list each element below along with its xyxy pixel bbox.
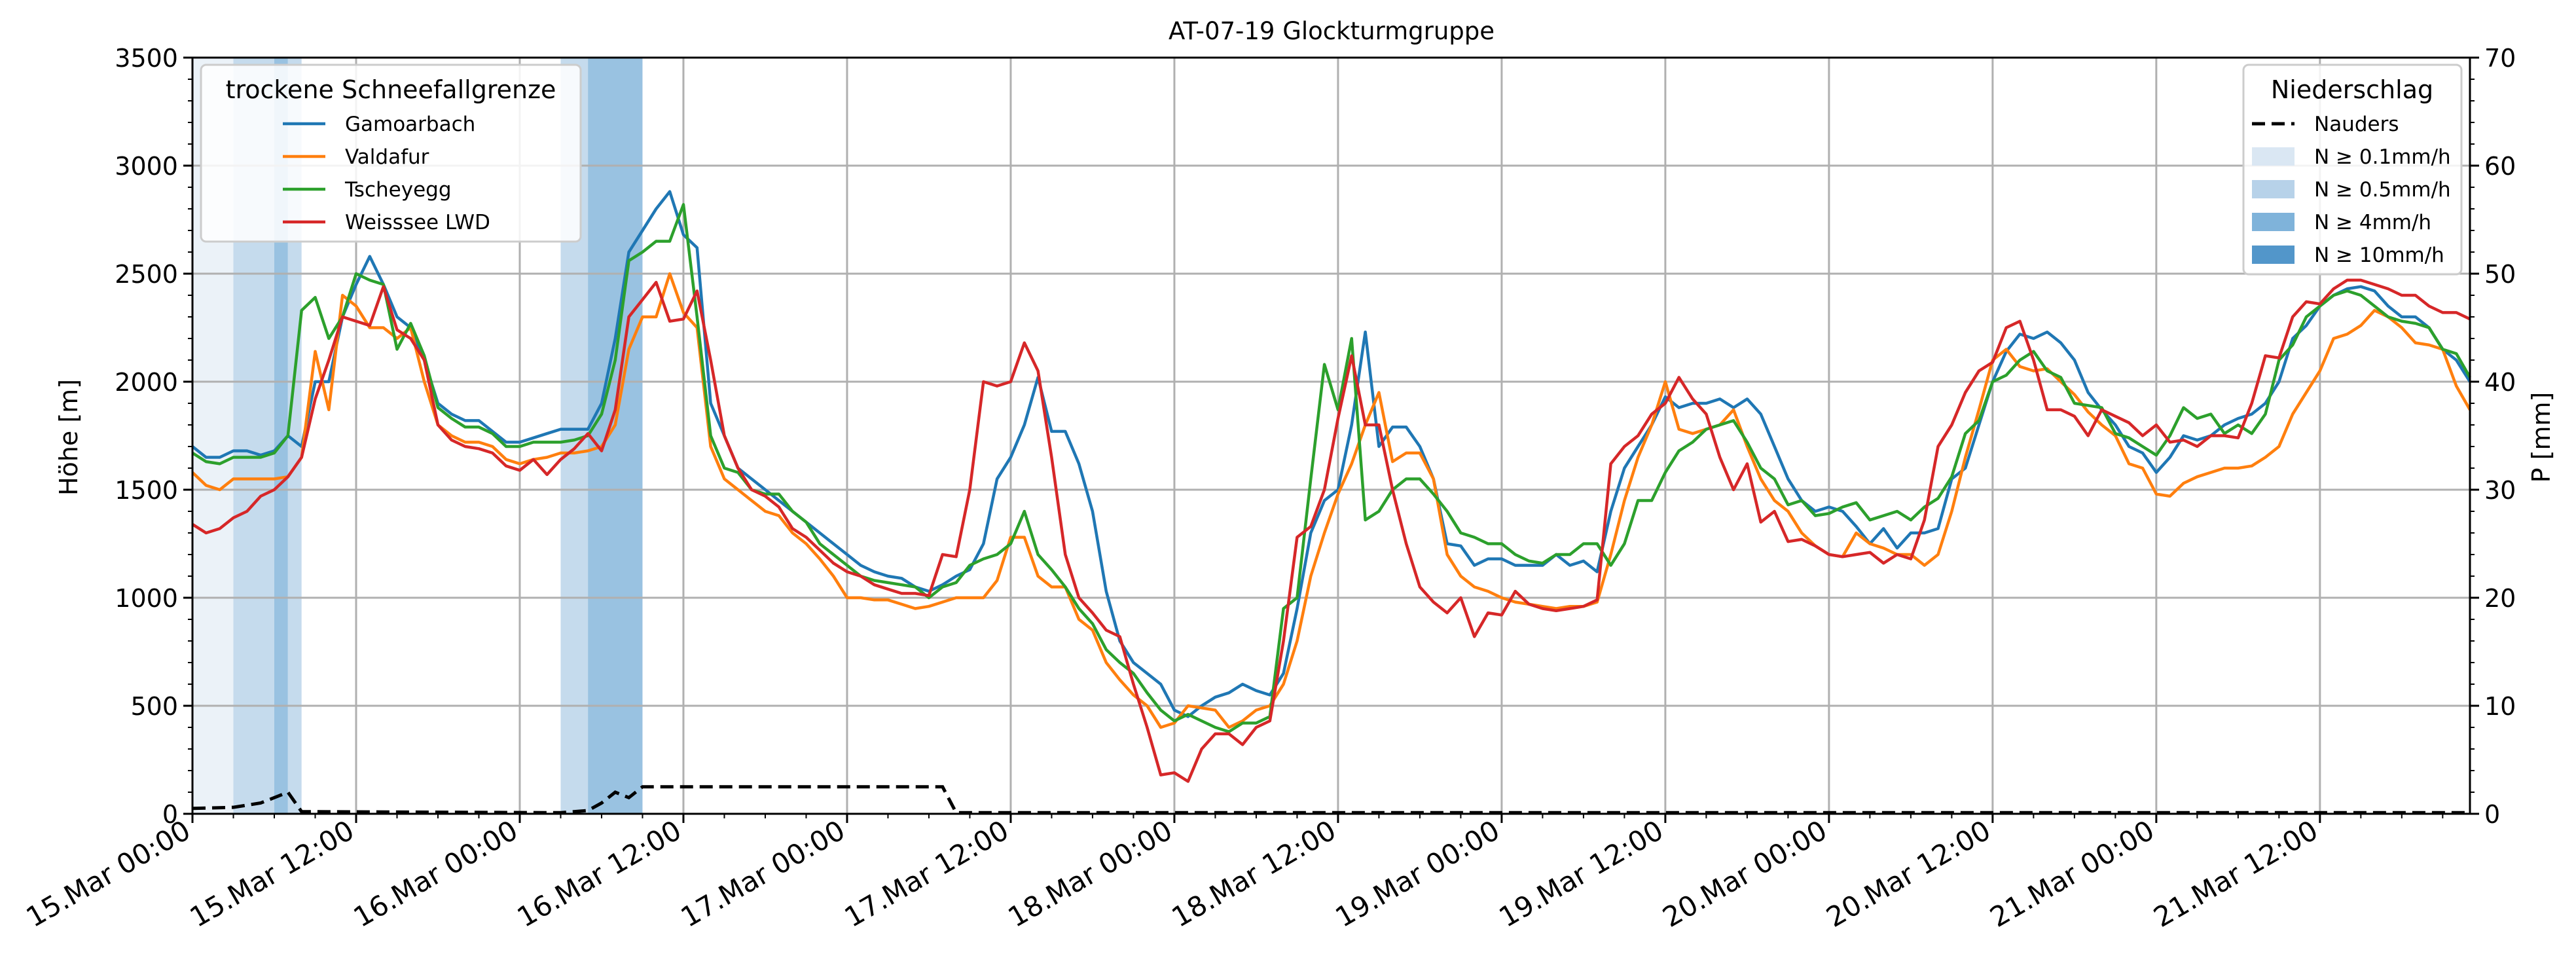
x-tick-label: 16.Mar 12:00 [512, 814, 687, 934]
legend-precipitation: Niederschlag Nauders N ≥ 0.1mm/h N ≥ 0.5mm/… [2242, 64, 2463, 276]
legend-entry-label: N ≥ 10mm/h [2314, 244, 2444, 267]
x-tick-label: 19.Mar 12:00 [1494, 814, 1669, 934]
precip-band-3 [287, 58, 302, 814]
x-tick-label: 17.Mar 00:00 [676, 814, 850, 934]
legend-entry-label: N ≥ 4mm/h [2314, 211, 2431, 234]
y-tick-label: 3500 [115, 44, 178, 73]
series-line-valdafur [191, 272, 2471, 729]
y2-tick-label: 30 [2484, 476, 2516, 505]
y-tick-label: 500 [130, 692, 178, 721]
series-line-gamoarbach [191, 190, 2471, 718]
legend-left-title: trockene Schneefallgrenze [226, 75, 556, 104]
legend-right-title: Niederschlag [2271, 75, 2433, 104]
legend-right-box [2242, 64, 2463, 276]
y2-tick-label: 10 [2484, 692, 2516, 721]
legend-entry-label: Valdafur [345, 145, 429, 169]
y-tick-label: 0 [162, 800, 178, 829]
y2-tick-label: 70 [2484, 44, 2516, 73]
x-tick-label: 18.Mar 00:00 [1003, 814, 1178, 934]
legend-entry-label: Weisssee LWD [345, 211, 490, 234]
legend-entry-label: Tscheyegg [344, 178, 452, 202]
y2-axis-label: P [mm] [2527, 392, 2556, 483]
y2-tick-label: 50 [2484, 260, 2516, 289]
legend-swatch [2252, 213, 2295, 231]
chart-title: AT-07-19 Glockturmgruppe [1169, 17, 1495, 45]
x-tick-label: 21.Mar 00:00 [1984, 814, 2159, 934]
y-tick-label: 3000 [115, 152, 178, 181]
y-tick-label: 2000 [115, 368, 178, 397]
y-tick-label: 1500 [115, 476, 178, 505]
x-tick-label: 15.Mar 12:00 [185, 814, 359, 934]
series-line-tscheyegg [191, 203, 2471, 733]
legend-snowfall: trockene Schneefallgrenze Gamoarbach Valda… [200, 64, 582, 243]
series-line-nauders [192, 785, 2470, 814]
precip-band-5 [588, 58, 643, 814]
y2-tick-label: 20 [2484, 584, 2516, 613]
legend-swatch [2252, 147, 2295, 166]
x-tick-label: 21.Mar 12:00 [2148, 814, 2323, 934]
legend-entry-label: N ≥ 0.5mm/h [2314, 178, 2451, 202]
legend-swatch [2252, 246, 2295, 264]
x-tick-label: 15.Mar 00:00 [21, 814, 196, 934]
y-tick-label: 1000 [115, 584, 178, 613]
x-tick-label: 20.Mar 12:00 [1821, 814, 1996, 934]
x-tick-label: 19.Mar 00:00 [1330, 814, 1505, 934]
x-tick-label: 17.Mar 12:00 [839, 814, 1014, 934]
y2-tick-label: 40 [2484, 368, 2516, 397]
y-axis-label: Höhe [m] [54, 379, 83, 496]
precip-band-2 [274, 58, 288, 814]
legend-entry-label: N ≥ 0.1mm/h [2314, 145, 2451, 169]
y-tick-label: 2500 [115, 260, 178, 289]
series-lines [191, 190, 2471, 814]
series-line-weisssee-lwd [191, 278, 2471, 783]
y2-tick-label: 60 [2484, 152, 2516, 181]
legend-entry-label: Gamoarbach [345, 113, 475, 136]
x-tick-label: 20.Mar 00:00 [1658, 814, 1832, 934]
legend-entry-label: Nauders [2314, 113, 2399, 136]
y2-tick-label: 0 [2484, 800, 2500, 829]
x-tick-label: 18.Mar 12:00 [1167, 814, 1341, 934]
legend-swatch [2252, 180, 2295, 198]
x-tick-label: 16.Mar 00:00 [348, 814, 523, 934]
legend-left-box [200, 64, 582, 243]
plot-frame [191, 56, 2471, 815]
